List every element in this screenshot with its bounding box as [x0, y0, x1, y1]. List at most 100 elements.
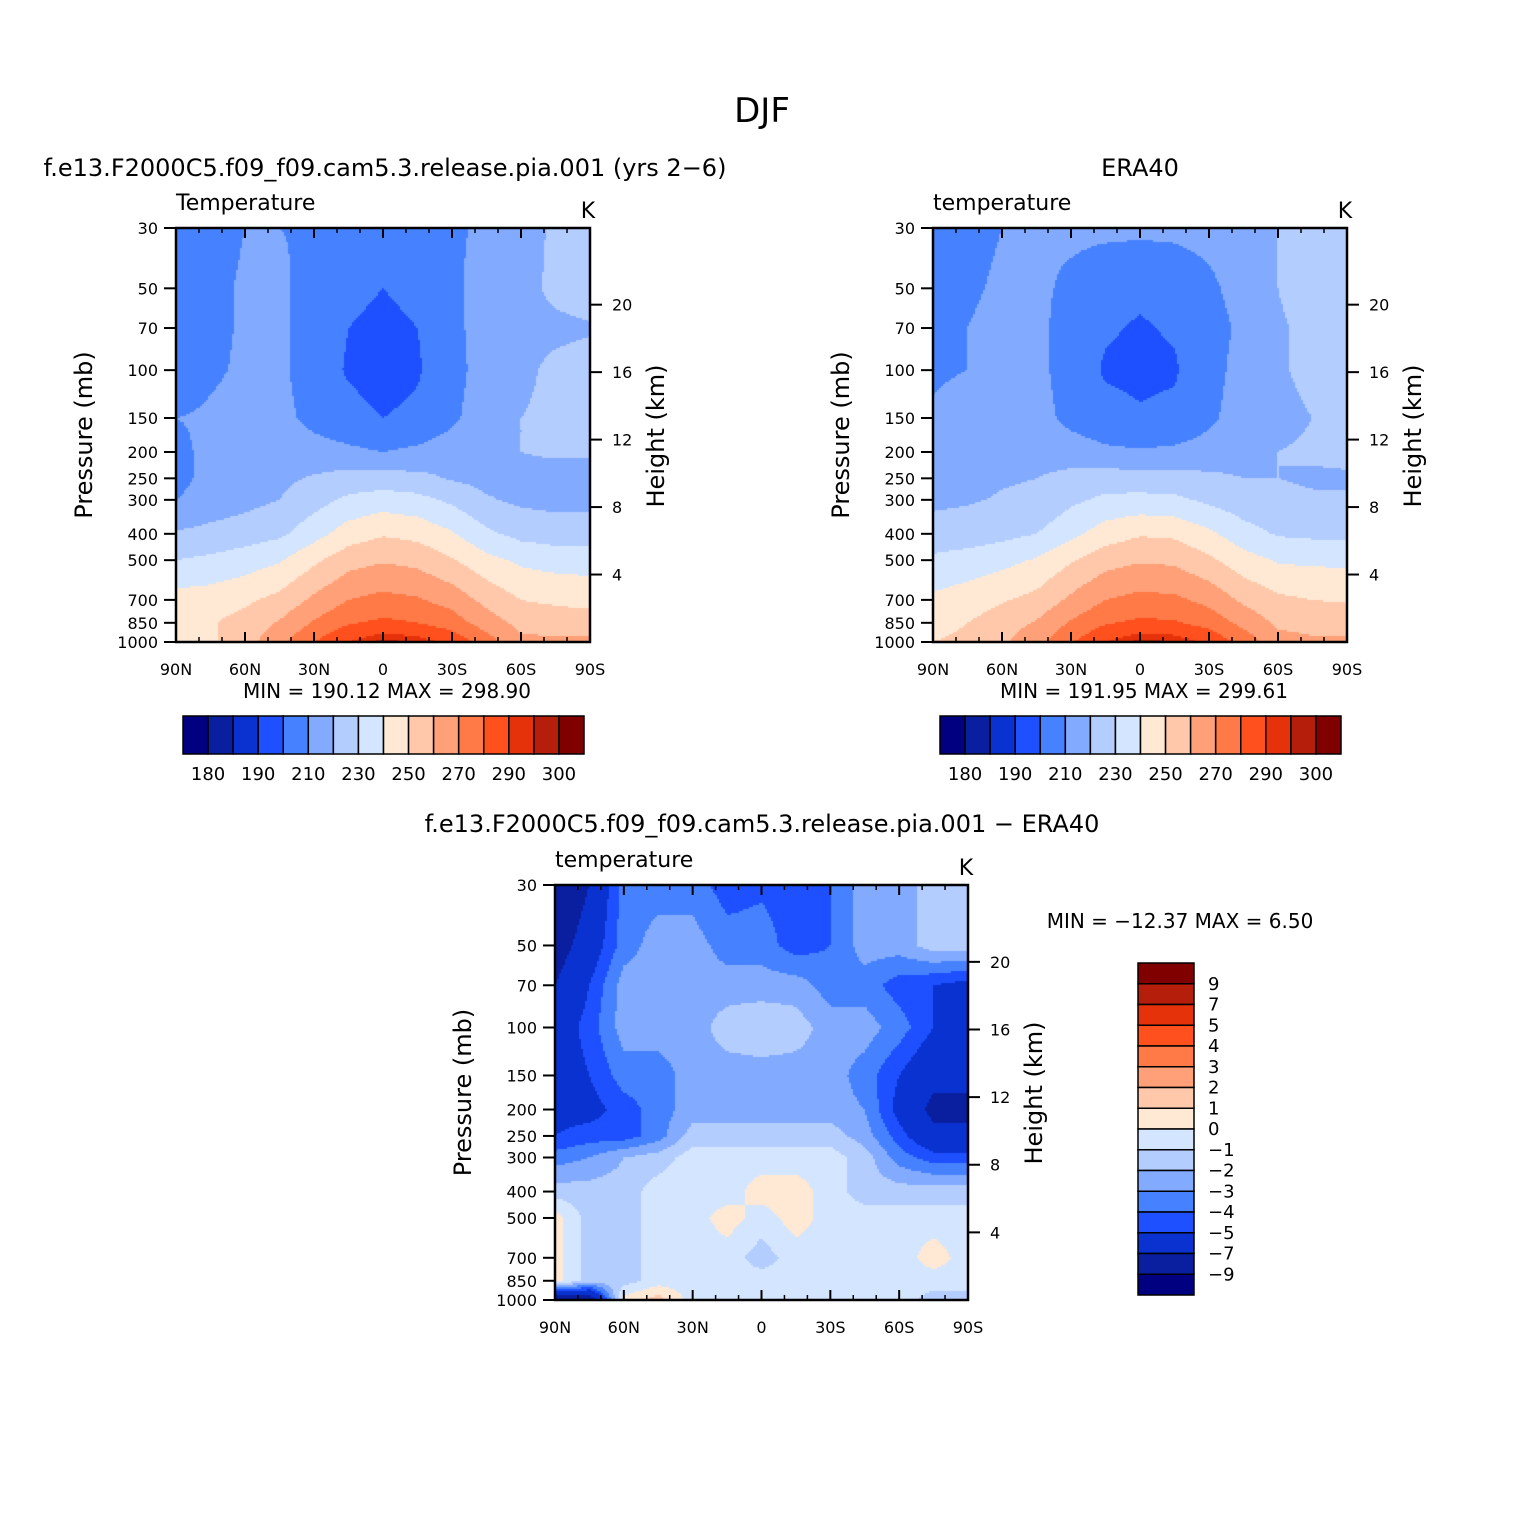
colorbar-box	[508, 715, 535, 755]
colorbar-box	[1137, 1232, 1195, 1255]
colorbar-label: −4	[1208, 1202, 1235, 1223]
colorbar-box	[1137, 1190, 1195, 1213]
colorbar-box	[1137, 1169, 1195, 1192]
units-label: K	[581, 199, 596, 224]
x-tick-label: 60S	[506, 660, 537, 679]
y-tick-label: 70	[895, 319, 915, 338]
colorbar-label: 300	[542, 764, 576, 785]
colorbar-box	[1189, 715, 1217, 755]
colorbar-box	[1137, 1128, 1195, 1151]
colorbar-box	[1137, 1252, 1195, 1275]
min-max-label: MIN = −12.37 MAX = 6.50	[1047, 909, 1314, 933]
colorbar-box	[1137, 983, 1195, 1006]
x-tick-label: 30N	[677, 1318, 709, 1337]
colorbar-box	[483, 715, 510, 755]
panel-title: f.e13.F2000C5.f09_f09.cam5.3.release.pia…	[425, 810, 1100, 838]
y-tick-label: 400	[884, 525, 915, 544]
colorbar-label: −3	[1208, 1181, 1235, 1202]
colorbar-box	[257, 715, 284, 755]
x-tick-label: 0	[1135, 660, 1145, 679]
y-tick-label: 700	[884, 591, 915, 610]
colorbar-label: 1	[1208, 1098, 1219, 1119]
y-tick-label: 30	[517, 876, 537, 895]
colorbar-box	[457, 715, 485, 755]
height-tick-label: 4	[990, 1223, 1000, 1242]
height-tick-label: 12	[612, 431, 632, 450]
model-temperature-panel: f.e13.F2000C5.f09_f09.cam5.3.release.pia…	[44, 154, 727, 785]
colorbar-label: 250	[1148, 764, 1182, 785]
colorbar-label: 230	[341, 764, 375, 785]
y-tick-label: 1000	[496, 1291, 537, 1310]
x-tick-label: 60N	[608, 1318, 640, 1337]
colorbar-box	[1164, 715, 1192, 755]
colorbar-box	[1137, 1273, 1195, 1296]
colorbar-label: 7	[1208, 995, 1219, 1016]
contour-field	[555, 885, 968, 1300]
x-tick-label: 60S	[1263, 660, 1294, 679]
colorbar-box	[332, 715, 360, 755]
height-tick-label: 12	[990, 1088, 1010, 1107]
variable-label: temperature	[555, 848, 693, 873]
colorbar-box	[307, 715, 335, 755]
y-tick-label: 200	[884, 443, 915, 462]
x-tick-label: 30S	[815, 1318, 846, 1337]
colorbar-label: 3	[1208, 1057, 1219, 1078]
x-tick-label: 30N	[1055, 660, 1087, 679]
colorbar-box	[533, 715, 560, 755]
x-tick-label: 30S	[437, 660, 468, 679]
colorbar-label: 180	[191, 764, 225, 785]
colorbar-box	[1137, 1066, 1195, 1089]
colorbar-box	[232, 715, 259, 755]
height-tick-label: 20	[612, 296, 632, 315]
colorbar-box	[1064, 715, 1092, 755]
height-tick-label: 4	[612, 566, 622, 585]
colorbar-box	[989, 715, 1016, 755]
colorbar-label: −2	[1208, 1161, 1235, 1182]
x-tick-label: 90S	[1332, 660, 1363, 679]
era40-temperature-panel: ERA40 temperature K 90N 60N 30N 0 30S 60S 90S 30 50…	[827, 154, 1427, 785]
height-tick-label: 12	[1369, 431, 1389, 450]
y-tick-label: 200	[127, 443, 158, 462]
colorbar-box	[1137, 1024, 1195, 1047]
colorbar-box	[558, 715, 585, 755]
colorbar-box	[182, 715, 209, 755]
right-axis-title: Height (km)	[1020, 1022, 1048, 1165]
y-tick-label: 1000	[117, 633, 158, 652]
height-tick-label: 8	[1369, 498, 1379, 517]
colorbar-label: 270	[442, 764, 476, 785]
x-tick-label: 0	[756, 1318, 766, 1337]
panel-title: f.e13.F2000C5.f09_f09.cam5.3.release.pia…	[44, 154, 727, 182]
colorbar-box	[1137, 1211, 1195, 1234]
colorbar-label: −1	[1208, 1140, 1235, 1161]
y-tick-label: 100	[506, 1018, 537, 1037]
units-label: K	[1338, 199, 1353, 224]
colorbar-label: 270	[1199, 764, 1233, 785]
x-tick-label: 60N	[986, 660, 1018, 679]
colorbar-label: 190	[998, 764, 1032, 785]
colorbar-box	[1137, 1107, 1195, 1130]
y-tick-label: 1000	[874, 633, 915, 652]
colorbar-box	[1137, 962, 1195, 985]
colorbar-box	[207, 715, 234, 755]
colorbar-box	[432, 715, 460, 755]
colorbar-box	[1290, 715, 1317, 755]
x-tick-label: 90N	[539, 1318, 571, 1337]
y-tick-label: 30	[138, 219, 158, 238]
y-tick-label: 250	[127, 469, 158, 488]
x-tick-label: 90N	[160, 660, 192, 679]
contour-field	[176, 228, 590, 642]
colorbar-box	[1089, 715, 1117, 755]
height-tick-label: 8	[612, 498, 622, 517]
y-axis-title: Pressure (mb)	[449, 1009, 477, 1176]
difference-panel: f.e13.F2000C5.f09_f09.cam5.3.release.pia…	[425, 810, 1314, 1337]
colorbar-label: −7	[1208, 1244, 1235, 1265]
y-tick-label: 200	[506, 1101, 537, 1120]
variable-label: Temperature	[175, 191, 315, 216]
height-tick-label: 16	[990, 1020, 1010, 1039]
colorbar-box	[1137, 1149, 1195, 1172]
y-tick-label: 500	[127, 551, 158, 570]
colorbar-box	[1315, 715, 1342, 755]
y-tick-label: 50	[895, 279, 915, 298]
colorbar-box	[382, 715, 410, 755]
